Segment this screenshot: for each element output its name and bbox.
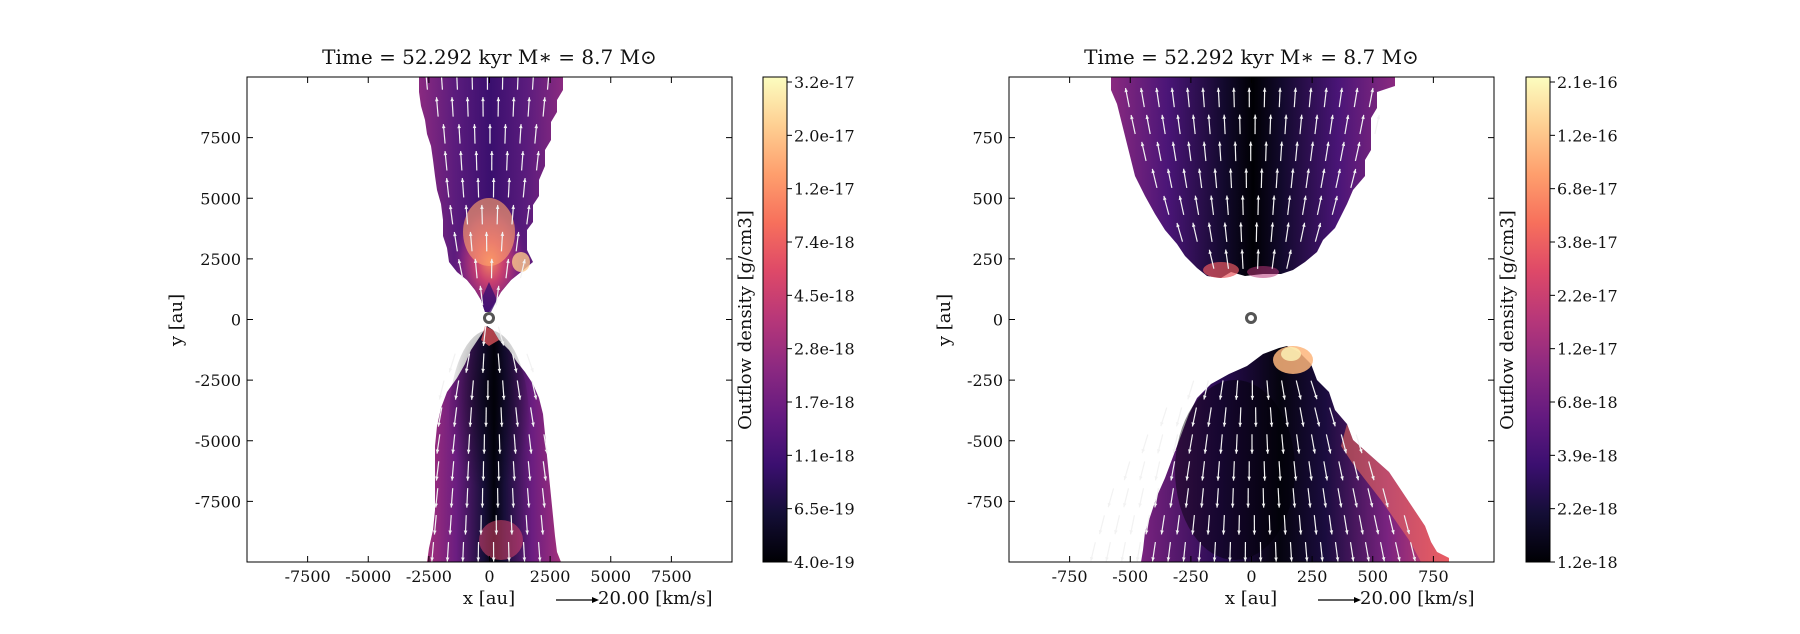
x-tick-label: 0: [1246, 567, 1256, 586]
colorbar-tick-label: 3.9e-18: [1557, 446, 1618, 465]
colorbar-tick-label: 3.2e-17: [794, 73, 855, 92]
velocity-vector: [517, 70, 518, 89]
velocity-vector-head: [424, 70, 428, 74]
panel-right-scale-arrow: 20.00 [km/s]: [1318, 588, 1475, 609]
colorbar-tick-label: 2.8e-18: [794, 340, 855, 359]
velocity-vector-head: [516, 70, 520, 74]
colorbar-tick-label: 2.2e-18: [1557, 500, 1618, 519]
x-tick-label: 0: [484, 567, 494, 586]
velocity-vector-head: [455, 70, 459, 74]
panel-right-colorbar-ticks: 2.1e-16 1.2e-16 6.8e-17 3.8e-17 2.2e-17 1.2e-…: [1550, 73, 1618, 572]
x-tick-label: -7500: [285, 567, 331, 586]
x-tick-label: 7500: [651, 567, 692, 586]
y-tick-label: 500: [972, 189, 1003, 208]
x-tick-label: -5000: [345, 567, 391, 586]
panel-right-star-marker: [1247, 314, 1256, 323]
colorbar-tick-label: 2.0e-17: [794, 126, 855, 145]
panel-left-xlabel: x [au]: [463, 588, 515, 609]
colorbar-tick-label: 2.2e-17: [1557, 286, 1618, 305]
panel-left-colorbar: 3.2e-17 2.0e-17 1.2e-17 7.4e-18 4.5e-18 2.8e-…: [735, 73, 855, 572]
colorbar-tick-label: 6.8e-17: [1557, 180, 1618, 199]
x-tick-label: 5000: [590, 567, 631, 586]
y-tick-label: 0: [993, 311, 1003, 330]
x-tick-label: -500: [1112, 567, 1148, 586]
velocity-vector-head: [547, 70, 551, 74]
panel-right-ylabel: y [au]: [934, 294, 955, 347]
colorbar-tick-label: 4.5e-18: [794, 286, 855, 305]
colorbar-tick-label: 6.5e-19: [794, 500, 855, 519]
velocity-vector-head: [501, 70, 505, 74]
velocity-vector-head: [1124, 476, 1127, 480]
colorbar-tick-label: 1.2e-16: [1557, 126, 1618, 145]
x-tick-label: 250: [1297, 567, 1328, 586]
panel-left-title: Time = 52.292 kyr M∗ = 8.7 M⊙: [322, 45, 657, 69]
panel-right-south-hotspot-core: [1281, 347, 1301, 361]
x-tick-label: 500: [1357, 567, 1388, 586]
velocity-vector-head: [449, 368, 452, 372]
colorbar-tick-label: 2.1e-16: [1557, 73, 1618, 92]
velocity-vector-head: [530, 368, 533, 372]
velocity-vector-head: [440, 70, 444, 74]
panel-right-density-map: [1090, 77, 1449, 562]
colorbar-tick-label: 7.4e-18: [794, 233, 855, 252]
panel-left-density-map: [419, 70, 563, 562]
panel-left: Time = 52.292 kyr M∗ = 8.7 M⊙ -7500 -5000…: [166, 45, 855, 609]
panel-right-title: Time = 52.292 kyr M∗ = 8.7 M⊙: [1084, 45, 1419, 69]
y-tick-label: -500: [967, 432, 1003, 451]
velocity-vector-head: [1142, 449, 1145, 453]
y-tick-label: -750: [967, 492, 1003, 511]
panel-right-colorbar-gradient: [1526, 77, 1550, 562]
panel-left-colorbar-label: Outflow density [g/cm3]: [735, 210, 756, 430]
colorbar-tick-label: 1.7e-18: [794, 393, 855, 412]
panel-right-colorbar-label: Outflow density [g/cm3]: [1497, 210, 1518, 430]
colorbar-tick-label: 1.2e-18: [1557, 553, 1618, 572]
panel-right-colorbar: 2.1e-16 1.2e-16 6.8e-17 3.8e-17 2.2e-17 1.2e-…: [1497, 73, 1618, 572]
velocity-vector-head: [470, 70, 474, 74]
colorbar-tick-label: 1.1e-18: [794, 446, 855, 465]
y-tick-label: 250: [972, 250, 1003, 269]
panel-left-north-knot: [512, 252, 530, 272]
panel-right-xlabel: x [au]: [1225, 588, 1277, 609]
panel-left-south-tail: [479, 520, 523, 560]
panel-left-ylabel: y [au]: [166, 294, 187, 347]
x-tick-label: -750: [1052, 567, 1088, 586]
panel-right-north-edge-right: [1247, 266, 1279, 278]
y-tick-label: 2500: [200, 250, 241, 269]
panel-right-scale-label: 20.00 [km/s]: [1360, 588, 1475, 609]
panel-right-north-edge-left: [1203, 262, 1239, 278]
velocity-vector-head: [532, 70, 536, 74]
panel-right-north-lobe: [1111, 77, 1395, 278]
colorbar-tick-label: 6.8e-18: [1557, 393, 1618, 412]
x-tick-label: -2500: [406, 567, 452, 586]
panel-left-colorbar-ticks: 3.2e-17 2.0e-17 1.2e-17 7.4e-18 4.5e-18 2.8e-…: [787, 73, 855, 572]
x-tick-label: -250: [1173, 567, 1209, 586]
y-tick-label: 0: [231, 311, 241, 330]
y-tick-label: 750: [972, 129, 1003, 148]
colorbar-tick-label: 4.0e-19: [794, 553, 855, 572]
y-tick-label: 5000: [200, 189, 241, 208]
panel-right: Time = 52.292 kyr M∗ = 8.7 M⊙ -750 -500 -2…: [934, 45, 1618, 609]
y-tick-label: -2500: [195, 371, 241, 390]
panel-left-colorbar-gradient: [763, 77, 787, 562]
y-tick-label: -5000: [195, 432, 241, 451]
panel-left-star-marker: [485, 314, 494, 323]
y-tick-label: -7500: [195, 492, 241, 511]
velocity-vector-head: [486, 70, 490, 74]
x-tick-label: 2500: [530, 567, 571, 586]
colorbar-tick-label: 3.8e-17: [1557, 233, 1618, 252]
panel-left-scale-label: 20.00 [km/s]: [598, 588, 713, 609]
velocity-vector-head: [1187, 395, 1190, 399]
colorbar-tick-label: 1.2e-17: [794, 180, 855, 199]
x-tick-label: 750: [1418, 567, 1449, 586]
y-tick-label: -250: [967, 371, 1003, 390]
colorbar-tick-label: 1.2e-17: [1557, 340, 1618, 359]
y-tick-label: 7500: [200, 129, 241, 148]
velocity-vector-head: [1160, 422, 1163, 426]
panel-left-scale-arrow: 20.00 [km/s]: [556, 588, 713, 609]
